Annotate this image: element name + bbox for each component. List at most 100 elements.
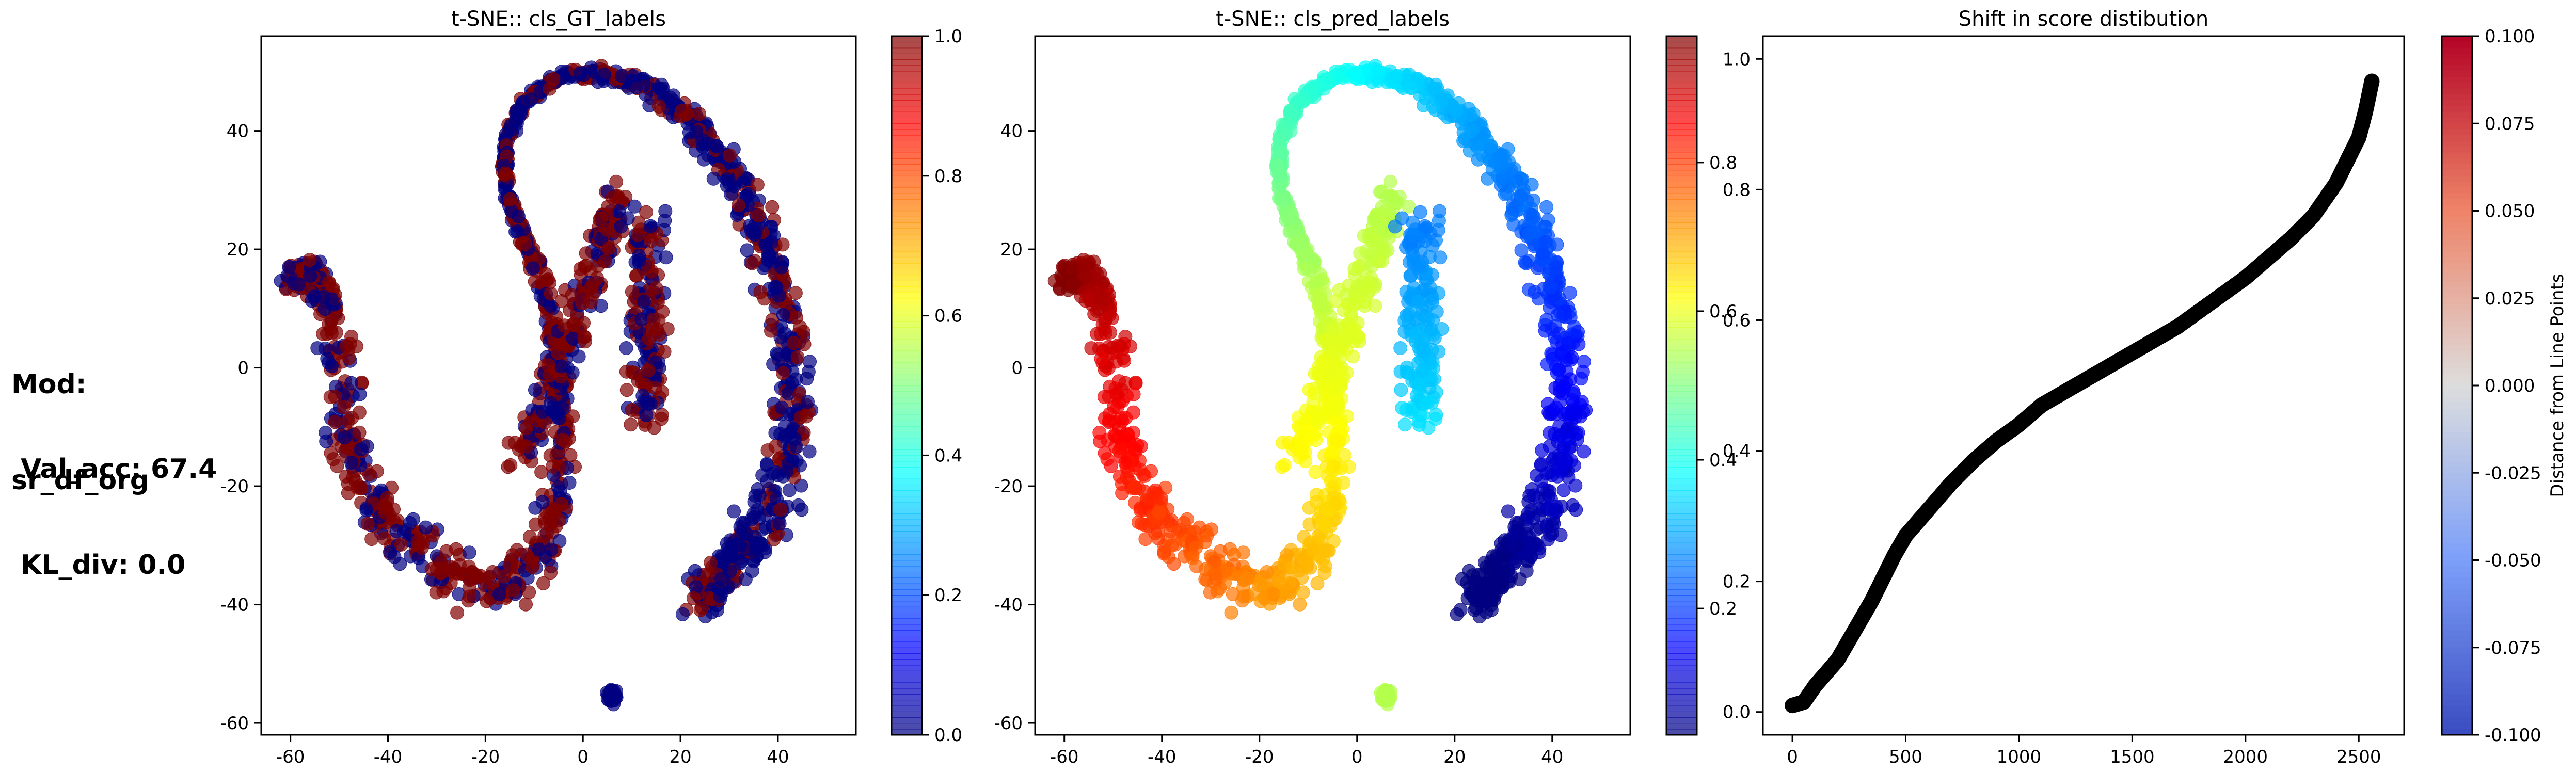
- scatter-point-1339: [1116, 351, 1131, 365]
- colorbar-band-2-1: [1666, 42, 1697, 49]
- colorbar-band-2-40: [1666, 269, 1697, 276]
- colorbar-band-1-97: [892, 601, 922, 607]
- colorbar-band-1-1: [892, 42, 922, 49]
- x-tick-label-2-0: -60: [1050, 747, 1079, 767]
- colorbar-band-3-53: [2442, 345, 2472, 351]
- colorbar-band-2-92: [1666, 572, 1697, 578]
- colorbar-band-2-81: [1666, 507, 1697, 514]
- colorbar-band-2-0: [1666, 36, 1697, 43]
- colorbar-band-3-118: [2442, 723, 2472, 730]
- y-tick-label-1-0: -60: [220, 713, 249, 734]
- colorbar-band-2-72: [1666, 455, 1697, 462]
- scatter-point-1280: [1463, 125, 1477, 139]
- scatter-point-1170: [1519, 256, 1534, 270]
- colorbar-band-3-49: [2442, 321, 2472, 328]
- colorbar-band-3-82: [2442, 513, 2472, 520]
- colorbar-band-3-52: [2442, 339, 2472, 345]
- colorbar-band-2-14: [1666, 117, 1697, 124]
- scatter-point-1323: [1548, 260, 1563, 275]
- scatter-point-1396: [1316, 82, 1331, 96]
- colorbar-band-1-99: [892, 613, 922, 619]
- colorbar-band-3-83: [2442, 519, 2472, 526]
- colorbar-band-1-36: [892, 246, 922, 252]
- scatter-point-1246: [1484, 139, 1498, 153]
- scatter-point-1268: [776, 366, 790, 380]
- scatter-point-1284: [1550, 308, 1565, 322]
- colorbar-band-2-6: [1666, 71, 1697, 77]
- scatter-point-661: [1151, 531, 1166, 545]
- colorbar-band-1-23: [892, 170, 922, 176]
- colorbar-band-1-68: [892, 432, 922, 439]
- scatter-point-1398: [1056, 260, 1070, 274]
- y-tick-label-3-4: 0.8: [1723, 180, 1751, 200]
- val-acc-label: Val_acc: 67.4: [11, 454, 217, 485]
- colorbar-band-3-40: [2442, 269, 2472, 276]
- colorbar-band-1-2: [892, 47, 922, 54]
- colorbar-tick-label-3-7: 0.075: [2485, 114, 2535, 134]
- colorbar-band-3-57: [2442, 368, 2472, 375]
- colorbar-band-2-108: [1666, 665, 1697, 671]
- scatter-point-1778: [619, 383, 634, 397]
- colorbar-band-1-116: [892, 711, 922, 718]
- scatter-point-858: [1296, 585, 1310, 600]
- scatter-point-1464: [1346, 349, 1360, 364]
- colorbar-band-2-54: [1666, 350, 1697, 357]
- colorbar-band-2-43: [1666, 286, 1697, 293]
- colorbar-band-1-94: [892, 583, 922, 590]
- scatter-point-1382: [545, 459, 560, 474]
- scatter-point-1611: [1275, 460, 1289, 474]
- colorbar-band-2-100: [1666, 618, 1697, 625]
- scatter-point-1118: [1462, 564, 1476, 578]
- scatter-point-1387: [765, 235, 778, 249]
- scatter-point-1263: [544, 542, 559, 557]
- scatter-point-1146: [1098, 314, 1112, 328]
- scatter-point-1218: [1470, 139, 1484, 154]
- colorbar-band-3-77: [2442, 484, 2472, 491]
- scatter-point-1361: [761, 247, 776, 261]
- scatter-point-1097: [1309, 495, 1324, 509]
- scatter-point-1277: [353, 387, 367, 401]
- colorbar-band-2-114: [1666, 700, 1697, 706]
- colorbar-band-1-53: [892, 345, 922, 351]
- x-tick-label-3-2: 1000: [1997, 747, 2042, 767]
- colorbar-band-3-78: [2442, 490, 2472, 497]
- scatter-point-1236: [532, 542, 546, 557]
- y-tick-label-3-5: 1.0: [1723, 49, 1751, 70]
- scatter-point-1326: [1568, 410, 1582, 425]
- scatter-point-1314: [739, 189, 754, 203]
- scatter-point-1319: [1488, 572, 1503, 586]
- scatter-point-1097: [535, 495, 550, 509]
- scatter-point-1773: [641, 363, 656, 378]
- colorbar-band-3-73: [2442, 461, 2472, 468]
- colorbar-band-2-12: [1666, 106, 1697, 112]
- colorbar-band-1-35: [892, 239, 922, 246]
- scatter-point-860: [1524, 178, 1539, 192]
- colorbar-band-1-32: [892, 222, 922, 229]
- scatter-point-1303: [378, 505, 392, 520]
- scatter-point-1585: [598, 254, 612, 268]
- colorbar-band-1-4: [892, 59, 922, 66]
- scatter-point-1366: [615, 69, 629, 83]
- scatter-point-1281: [337, 430, 352, 445]
- colorbar-band-2-110: [1666, 677, 1697, 683]
- y-tick-label-1-4: 20: [227, 239, 249, 260]
- colorbar-band-1-87: [892, 542, 922, 549]
- scatter-point-1381: [1563, 372, 1578, 387]
- scatter-point-1583: [555, 401, 570, 415]
- scatter-point-1333: [1522, 489, 1537, 503]
- scatter-point-770: [519, 597, 533, 612]
- scatter-point-1768: [642, 332, 656, 346]
- colorbar-band-3-109: [2442, 670, 2472, 677]
- scatter-point-1776: [635, 389, 650, 403]
- colorbar-band-3-2: [2442, 47, 2472, 54]
- y-tick-label-3-0: 0.0: [1723, 702, 1751, 723]
- colorbar-band-1-27: [892, 193, 922, 200]
- colorbar-band-2-52: [1666, 339, 1697, 345]
- scatter-point-1612: [1376, 242, 1390, 255]
- scatter-point-1612: [601, 242, 616, 255]
- scatter-point-1254: [1236, 589, 1251, 604]
- colorbar-band-3-65: [2442, 414, 2472, 421]
- y-tick-label-2-1: -40: [994, 595, 1023, 616]
- scatter-point-1772: [625, 403, 639, 417]
- colorbar-band-3-103: [2442, 636, 2472, 642]
